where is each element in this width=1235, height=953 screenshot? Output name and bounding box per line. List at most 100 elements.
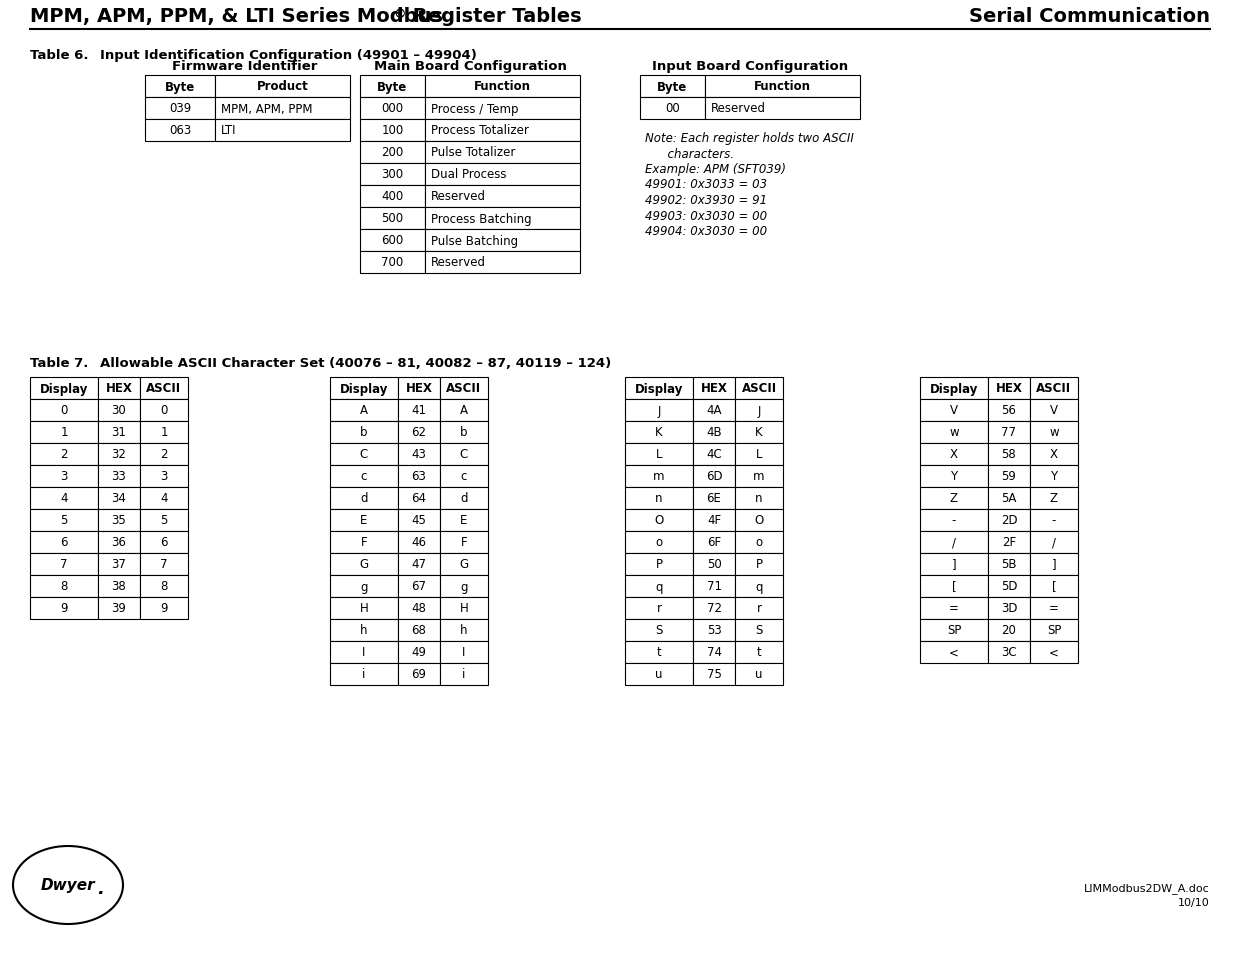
Text: 039: 039 bbox=[169, 102, 191, 115]
Bar bbox=[330, 641, 398, 663]
Bar bbox=[440, 399, 488, 421]
Text: o: o bbox=[756, 536, 762, 549]
Text: 5A: 5A bbox=[1002, 492, 1016, 505]
Bar bbox=[359, 186, 425, 208]
Text: 77: 77 bbox=[1002, 426, 1016, 439]
Bar bbox=[735, 576, 783, 598]
Text: Function: Function bbox=[755, 80, 811, 93]
Text: 62: 62 bbox=[411, 426, 426, 439]
Text: /: / bbox=[952, 536, 956, 549]
Bar bbox=[98, 598, 140, 619]
Bar bbox=[1030, 641, 1078, 663]
Bar bbox=[440, 576, 488, 598]
Bar bbox=[359, 120, 425, 142]
Text: =: = bbox=[948, 602, 958, 615]
Text: S: S bbox=[656, 624, 663, 637]
Bar bbox=[330, 532, 398, 554]
Bar bbox=[359, 164, 425, 186]
Text: 50: 50 bbox=[706, 558, 721, 571]
Bar bbox=[988, 465, 1030, 488]
Text: 34: 34 bbox=[111, 492, 126, 505]
Text: MPM, APM, PPM: MPM, APM, PPM bbox=[221, 102, 312, 115]
Text: 68: 68 bbox=[411, 624, 426, 637]
Bar bbox=[398, 377, 440, 399]
Text: Note: Each register holds two ASCII: Note: Each register holds two ASCII bbox=[645, 132, 853, 145]
Bar bbox=[625, 619, 693, 641]
Text: 75: 75 bbox=[706, 668, 721, 680]
Bar bbox=[425, 208, 580, 230]
Bar bbox=[1030, 576, 1078, 598]
Bar bbox=[693, 443, 735, 465]
Text: O: O bbox=[755, 514, 763, 527]
Bar bbox=[920, 399, 988, 421]
Bar bbox=[640, 76, 705, 98]
Text: A: A bbox=[359, 404, 368, 417]
Text: 4B: 4B bbox=[706, 426, 721, 439]
Bar bbox=[30, 510, 98, 532]
Bar bbox=[735, 619, 783, 641]
Text: SP: SP bbox=[947, 624, 961, 637]
Text: 3C: 3C bbox=[1002, 646, 1016, 659]
Text: c: c bbox=[461, 470, 467, 483]
Bar bbox=[920, 619, 988, 641]
Bar bbox=[398, 443, 440, 465]
Bar bbox=[1030, 619, 1078, 641]
Bar bbox=[988, 619, 1030, 641]
Text: Byte: Byte bbox=[165, 80, 195, 93]
Bar bbox=[988, 399, 1030, 421]
Bar bbox=[1030, 377, 1078, 399]
Bar bbox=[215, 76, 350, 98]
Text: Allowable ASCII Character Set (40076 – 81, 40082 – 87, 40119 – 124): Allowable ASCII Character Set (40076 – 8… bbox=[100, 356, 611, 370]
Bar bbox=[425, 252, 580, 274]
Bar bbox=[735, 532, 783, 554]
Text: 6D: 6D bbox=[705, 470, 722, 483]
Text: h: h bbox=[361, 624, 368, 637]
Text: LIMModbus2DW_A.doc: LIMModbus2DW_A.doc bbox=[1084, 882, 1210, 893]
Bar bbox=[330, 619, 398, 641]
Text: 49903: 0x3030 = 00: 49903: 0x3030 = 00 bbox=[645, 210, 767, 222]
Bar bbox=[30, 576, 98, 598]
Text: w: w bbox=[1050, 426, 1058, 439]
Bar bbox=[440, 465, 488, 488]
Text: Z: Z bbox=[950, 492, 958, 505]
Text: L: L bbox=[756, 448, 762, 461]
Text: ASCII: ASCII bbox=[147, 382, 182, 395]
Bar bbox=[425, 230, 580, 252]
Bar bbox=[440, 554, 488, 576]
Text: Display: Display bbox=[40, 382, 88, 395]
Bar bbox=[425, 76, 580, 98]
Text: ]: ] bbox=[952, 558, 956, 571]
Bar bbox=[693, 619, 735, 641]
Bar bbox=[30, 488, 98, 510]
Text: m: m bbox=[753, 470, 764, 483]
Text: u: u bbox=[656, 668, 663, 680]
Bar bbox=[735, 598, 783, 619]
Bar bbox=[98, 554, 140, 576]
Text: Process Batching: Process Batching bbox=[431, 213, 531, 225]
Bar bbox=[330, 399, 398, 421]
Bar bbox=[330, 554, 398, 576]
Bar bbox=[988, 554, 1030, 576]
Bar bbox=[625, 576, 693, 598]
Bar bbox=[440, 598, 488, 619]
Bar bbox=[140, 532, 188, 554]
Text: Y: Y bbox=[951, 470, 957, 483]
Text: 49902: 0x3930 = 91: 49902: 0x3930 = 91 bbox=[645, 193, 767, 207]
Text: 00: 00 bbox=[666, 102, 680, 115]
Text: J: J bbox=[657, 404, 661, 417]
Text: 6: 6 bbox=[161, 536, 168, 549]
Bar bbox=[625, 510, 693, 532]
Text: 43: 43 bbox=[411, 448, 426, 461]
Bar bbox=[735, 465, 783, 488]
Text: Byte: Byte bbox=[657, 80, 688, 93]
Bar bbox=[140, 488, 188, 510]
Bar bbox=[98, 488, 140, 510]
Bar bbox=[398, 421, 440, 443]
Text: MPM, APM, PPM, & LTI Series Modbus: MPM, APM, PPM, & LTI Series Modbus bbox=[30, 7, 443, 26]
Bar bbox=[398, 554, 440, 576]
Text: K: K bbox=[656, 426, 663, 439]
Bar bbox=[1030, 554, 1078, 576]
Text: Table 7.: Table 7. bbox=[30, 356, 89, 370]
Text: 48: 48 bbox=[411, 602, 426, 615]
Bar bbox=[140, 554, 188, 576]
